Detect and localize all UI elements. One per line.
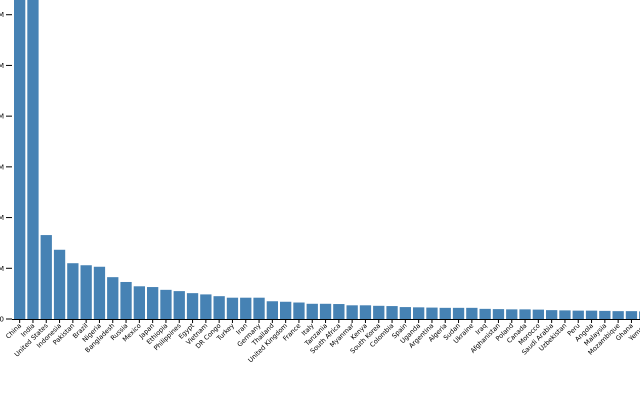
y-tick-label: 1,000M [0,62,4,70]
bar-tanzania [319,303,332,319]
y-tick-label: 800M [0,113,4,121]
y-tick: 1,000M [0,62,12,70]
bar-saudi-arabia [546,310,558,320]
y-tick: 600M [0,163,12,171]
bar-canada [519,309,531,319]
bar-uganda [413,307,425,319]
bar-iraq [479,308,491,319]
bar-mexico [133,286,145,319]
bar-peru [572,310,584,319]
y-tick: 400M [0,214,12,222]
bar-thailand [266,301,278,319]
y-axis: 0200M400M600M800M1,000M1,200M1,400M [0,11,12,324]
y-tick-label: 600M [0,163,4,171]
bar-nigeria [93,266,106,319]
bar-poland [506,309,518,319]
bar-india [27,0,39,319]
bar-united-kingdom [280,301,292,319]
bar-russia [120,281,132,319]
bar-algeria [439,307,451,319]
bar-colombia [386,306,398,319]
y-tick-label: 200M [0,265,4,273]
bar-uzbekistan [559,310,571,319]
bar-sudan [452,307,465,319]
bar-ethiopia [160,289,172,319]
bar-united-states [40,235,52,319]
bar-bangladesh [107,277,119,319]
bar-turkey [226,297,239,319]
y-tick: 0 [0,316,12,324]
bar-iran [240,297,252,319]
bar-spain [399,307,411,319]
bar-south-africa [333,304,345,319]
bar-ukraine [466,307,478,319]
bar-brazil [80,265,92,319]
bar-angola [585,310,598,319]
bar-indonesia [53,249,66,319]
bar-myanmar [346,305,358,319]
bar-morocco [532,309,544,319]
bar-vietnam [200,294,212,319]
bar-germany [253,297,265,319]
bar-afghanistan [492,309,505,319]
y-tick-label: 1,200M [0,11,4,19]
bar-egypt [186,293,199,319]
bar-argentina [426,307,438,319]
bar-malaysia [599,310,611,319]
bar-south-korea [373,305,385,319]
bar-dr-congo [213,296,225,319]
bar-japan [147,287,159,319]
y-tick-label: 0 [0,316,4,324]
y-tick: 800M [0,113,12,121]
bar-mozambique [612,311,624,319]
bar-ghana [625,311,638,319]
y-tick: 1,200M [0,11,12,19]
bar-italy [306,303,318,319]
bar-france [293,302,305,319]
bar-china [14,0,26,320]
bar-kenya [359,305,372,319]
y-tick: 200M [0,265,12,273]
bar-philippines [173,291,185,319]
y-tick-label: 400M [0,214,4,222]
bars [14,0,640,320]
bar-pakistan [67,263,79,319]
